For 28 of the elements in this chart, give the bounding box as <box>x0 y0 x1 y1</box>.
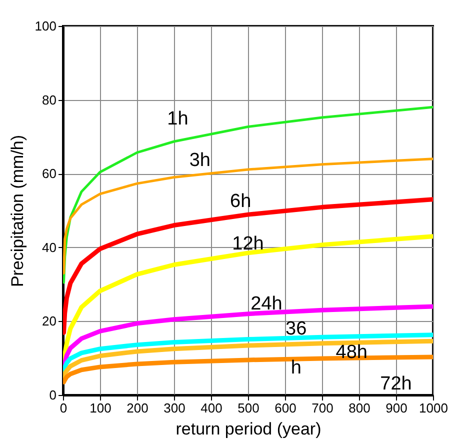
x-tick-label: 300 <box>164 400 186 416</box>
y-tick-label: 80 <box>42 92 56 108</box>
x-tick-label: 700 <box>312 400 334 416</box>
x-tick-label: 600 <box>274 400 296 416</box>
series-label: 24h <box>250 294 282 315</box>
y-tick-label: 100 <box>34 18 56 34</box>
x-tick-label: 200 <box>126 400 148 416</box>
x-tick-label: 500 <box>238 400 260 416</box>
x-tick-label: 0 <box>60 400 68 416</box>
series-label: 1h <box>167 108 188 130</box>
y-tick-label: 20 <box>42 314 56 329</box>
y-axis-title: Precipitation (mm/h) <box>8 134 27 288</box>
x-tick-label: 800 <box>348 400 370 416</box>
y-tick-label: 40 <box>42 240 56 255</box>
x-tick-label: 900 <box>386 400 408 416</box>
series-label: 72h <box>380 373 412 394</box>
x-axis-title: return period (year) <box>176 420 322 438</box>
x-tick-label: 1000 <box>419 400 448 416</box>
series-label: 36 <box>286 318 307 340</box>
x-tick-label: 400 <box>200 400 222 416</box>
series-label: 3h <box>189 150 210 171</box>
x-tick-label: 100 <box>90 400 112 416</box>
annotation: h <box>290 357 302 378</box>
y-tick-label: 60 <box>42 166 56 182</box>
y-tick-label: 0 <box>49 388 56 402</box>
line-series <box>63 106 433 284</box>
series-label: 12h <box>232 234 264 255</box>
series-label: 6h <box>230 190 252 212</box>
